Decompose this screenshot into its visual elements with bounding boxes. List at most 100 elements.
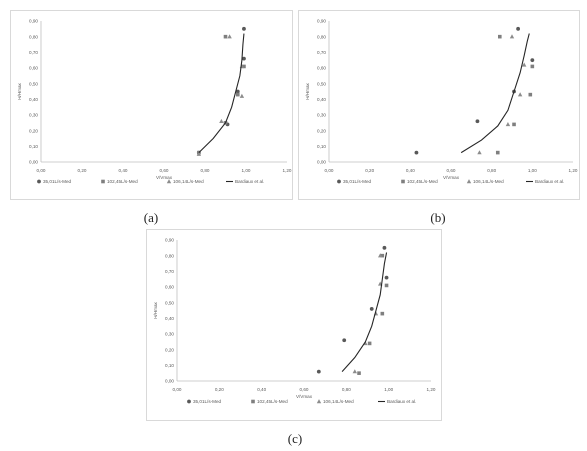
legend-marker xyxy=(37,179,41,184)
legend-marker xyxy=(466,179,472,184)
x-tick-label: 0,40 xyxy=(257,387,266,392)
data-point xyxy=(498,34,502,39)
x-tick-label: 0,00 xyxy=(173,387,182,392)
y-tick-label: 0,20 xyxy=(29,128,38,133)
data-point xyxy=(517,92,523,97)
series-group xyxy=(477,34,527,155)
data-point xyxy=(516,26,520,31)
bardiaux-curve xyxy=(341,252,388,372)
series-group xyxy=(316,245,389,374)
data-point xyxy=(236,92,240,97)
legend-marker xyxy=(401,179,405,184)
series-group xyxy=(460,33,530,154)
caption-a: (a) xyxy=(143,210,159,225)
data-point xyxy=(380,253,385,258)
y-tick-label: 0,80 xyxy=(317,34,326,39)
y-tick-label: 0,40 xyxy=(165,316,174,321)
y-tick-label: 0,70 xyxy=(29,50,38,55)
data-point xyxy=(242,56,246,61)
data-point xyxy=(380,311,385,316)
x-tick-label: 0,80 xyxy=(342,387,351,392)
data-point xyxy=(227,34,232,39)
x-tick-label: 0,40 xyxy=(406,168,415,173)
data-point xyxy=(530,58,535,63)
series-group xyxy=(357,253,389,375)
x-tick-label: 1,00 xyxy=(242,168,251,173)
data-point xyxy=(384,275,389,280)
x-tick-label: 0,00 xyxy=(37,168,46,173)
y-tick-label: 0,00 xyxy=(29,160,38,165)
x-tick-label: 1,20 xyxy=(283,168,292,173)
chart-panel-b: 0,00 0,20 0,40 0,60 0,80 1,00 1,20 0,00 0,10 0,20… xyxy=(298,10,580,200)
x-tick-label: 1,20 xyxy=(427,387,436,392)
x-tick-label: 1,00 xyxy=(384,387,393,392)
y-axis-title: H/Hmax xyxy=(153,302,158,319)
x-tick-label: 0,60 xyxy=(300,387,309,392)
y-tick-label: 0,30 xyxy=(165,332,174,337)
x-axis-title: V/Vmax xyxy=(296,394,313,399)
data-point xyxy=(242,26,246,31)
y-tick-label: 0,20 xyxy=(317,128,326,133)
data-point xyxy=(357,371,361,375)
legend-label: 106,14L/s-Med xyxy=(173,179,204,184)
data-point xyxy=(530,64,535,69)
legend-label: 102,45L/s-Med xyxy=(257,399,288,404)
legend-label: Bardiaux et al. xyxy=(535,179,564,184)
y-tick-label: 0,30 xyxy=(29,113,38,118)
data-point xyxy=(378,253,383,258)
data-point xyxy=(522,62,527,67)
x-axis-title: V/Vmax xyxy=(443,175,460,180)
x-tick-label: 0,20 xyxy=(215,387,224,392)
x-tick-label: 0,60 xyxy=(160,168,169,173)
bardiaux-curve xyxy=(460,33,530,154)
y-tick-label: 0,90 xyxy=(165,238,174,243)
y-tick-label: 0,30 xyxy=(317,113,326,118)
legend-marker xyxy=(166,179,172,184)
x-axis-title: V/Vmax xyxy=(156,175,173,180)
legend-marker xyxy=(187,399,191,404)
y-axis-title: H/Hmax xyxy=(305,83,310,100)
series-group xyxy=(414,26,535,155)
data-point xyxy=(367,341,372,346)
series-group xyxy=(198,33,245,153)
chart-b: 0,00 0,20 0,40 0,60 0,80 1,00 1,20 0,00 0,10 0,20… xyxy=(305,19,578,184)
data-point xyxy=(505,122,511,127)
data-point xyxy=(235,89,240,94)
y-tick-label: 0,90 xyxy=(317,19,326,24)
chart-panel-a: 0,00 0,20 0,40 0,60 0,80 1,00 1,20 0,00 0,10 0,20… xyxy=(10,10,293,200)
y-tick-label: 0,40 xyxy=(29,97,38,102)
series-group xyxy=(197,34,246,155)
x-tick-label: 0,20 xyxy=(365,168,374,173)
y-tick-label: 0,20 xyxy=(165,347,174,352)
series-group xyxy=(196,26,246,155)
bardiaux-curve xyxy=(198,33,245,153)
x-tick-label: 0,20 xyxy=(78,168,87,173)
y-tick-label: 0,70 xyxy=(317,50,326,55)
legend-label: Bardiaux et al. xyxy=(387,399,416,404)
series-group xyxy=(352,253,383,374)
data-point xyxy=(495,150,500,155)
legend-label: 35,01L/s-Med xyxy=(343,179,372,184)
x-tick-label: 1,00 xyxy=(528,168,537,173)
y-tick-label: 0,50 xyxy=(29,81,38,86)
legend-label: 106,14L/s-Med xyxy=(473,179,504,184)
legend-marker xyxy=(101,179,105,184)
legend-marker xyxy=(251,399,255,404)
data-point xyxy=(414,150,419,155)
data-point xyxy=(477,150,482,155)
y-tick-label: 0,60 xyxy=(317,66,326,71)
data-point xyxy=(239,93,245,98)
y-tick-label: 0,90 xyxy=(29,19,38,24)
y-tick-label: 0,80 xyxy=(29,34,38,39)
y-tick-label: 0,10 xyxy=(317,144,326,149)
y-tick-label: 0,50 xyxy=(317,81,326,86)
legend-label: 102,45L/s-Med xyxy=(107,179,138,184)
caption-b: (b) xyxy=(430,210,446,225)
y-axis-title: H/Hmax xyxy=(17,83,22,100)
data-point xyxy=(509,34,515,39)
legend-marker xyxy=(337,179,341,184)
data-point xyxy=(316,369,321,374)
legend-marker xyxy=(316,399,322,404)
y-tick-label: 0,10 xyxy=(29,144,38,149)
data-point xyxy=(223,34,228,39)
